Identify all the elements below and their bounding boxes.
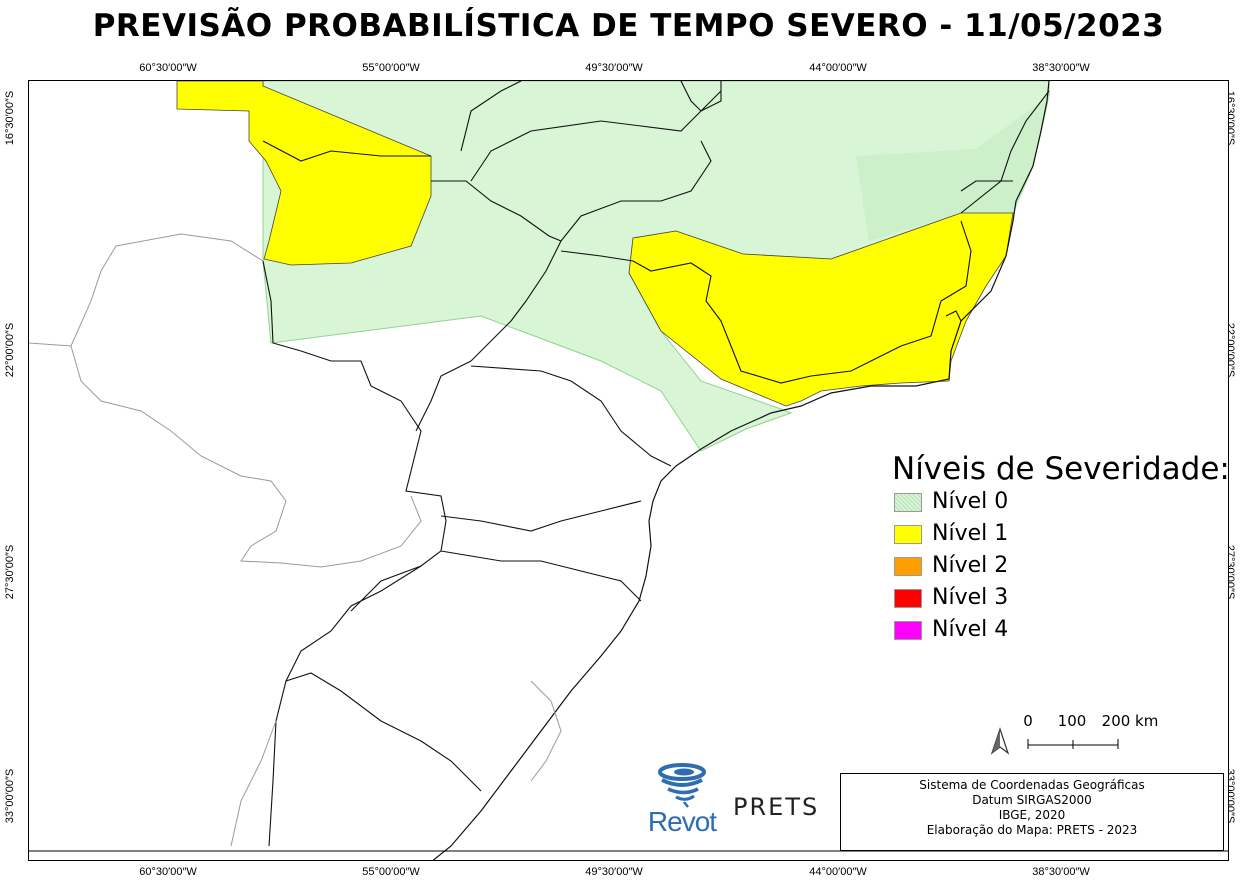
lon-label-bottom-2: 55°00′00″W <box>362 866 420 878</box>
legend-label-3: Nível 3 <box>932 585 1009 610</box>
revot-logo: Revot <box>640 760 724 840</box>
state-boundaries <box>262 81 1050 847</box>
lon-label-top-3: 49°30′00″W <box>585 62 643 74</box>
info-line-1: Sistema de Coordenadas Geográficas <box>919 778 1145 792</box>
legend-swatch-4 <box>894 621 922 640</box>
tornado-icon <box>658 763 706 808</box>
coordinate-info-box: Sistema de Coordenadas Geográficas Datum… <box>840 773 1224 851</box>
legend-label-0: Nível 0 <box>932 489 1009 514</box>
severity-level-0-patch <box>856 96 1049 241</box>
scale-label-100: 100 <box>1057 712 1087 730</box>
scale-label-200: 200 km <box>1101 712 1159 730</box>
info-line-3: IBGE, 2020 <box>998 808 1066 822</box>
legend-swatch-3 <box>894 589 922 608</box>
country-borders <box>29 233 562 847</box>
lon-label-top-4: 44°00′00″W <box>809 62 867 74</box>
legend-label-4: Nível 4 <box>932 617 1009 642</box>
revot-logo-text: Revot <box>647 806 717 837</box>
map-title: PREVISÃO PROBABILÍSTICA DE TEMPO SEVERO … <box>92 8 1165 44</box>
prets-logo: PRETS <box>733 793 820 821</box>
lon-label-bottom-1: 60°30′00″W <box>139 866 197 878</box>
legend-title: Níveis de Severidade: <box>892 451 1230 487</box>
map-canvas <box>29 81 1228 860</box>
lon-label-bottom-4: 44°00′00″W <box>809 866 867 878</box>
coastline <box>432 81 1050 860</box>
scale-bar: 0 100 200 km <box>990 712 1158 760</box>
legend-swatch-2 <box>894 557 922 576</box>
info-line-4: Elaboração do Mapa: PRETS - 2023 <box>926 823 1138 837</box>
lon-label-bottom-3: 49°30′00″W <box>585 866 643 878</box>
lon-label-top-2: 55°00′00″W <box>362 62 420 74</box>
north-arrow-icon <box>990 727 1010 755</box>
lat-label-left-3: 27°30′00″S <box>4 544 17 600</box>
lon-label-top-5: 38°30′00″W <box>1032 62 1090 74</box>
lat-label-left-4: 33°00′00″S <box>4 768 17 824</box>
legend: Níveis de Severidade: Nível 0 Nível 1 Ní… <box>886 447 1230 677</box>
severity-level-1-area-nw <box>176 81 432 266</box>
scale-label-0: 0 <box>1023 712 1033 730</box>
info-line-2: Datum SIRGAS2000 <box>972 793 1092 807</box>
lat-label-left-2: 22°00′00″S <box>4 322 17 378</box>
legend-label-2: Nível 2 <box>932 553 1009 578</box>
legend-label-1: Nível 1 <box>932 521 1009 546</box>
lon-label-top-1: 60°30′00″W <box>139 62 197 74</box>
scale-bar-graphic <box>1027 739 1119 749</box>
lon-label-bottom-5: 38°30′00″W <box>1032 866 1090 878</box>
lat-label-left-1: 16°30′00″S <box>4 90 17 146</box>
legend-swatch-0 <box>894 493 922 512</box>
legend-swatch-1 <box>894 525 922 544</box>
